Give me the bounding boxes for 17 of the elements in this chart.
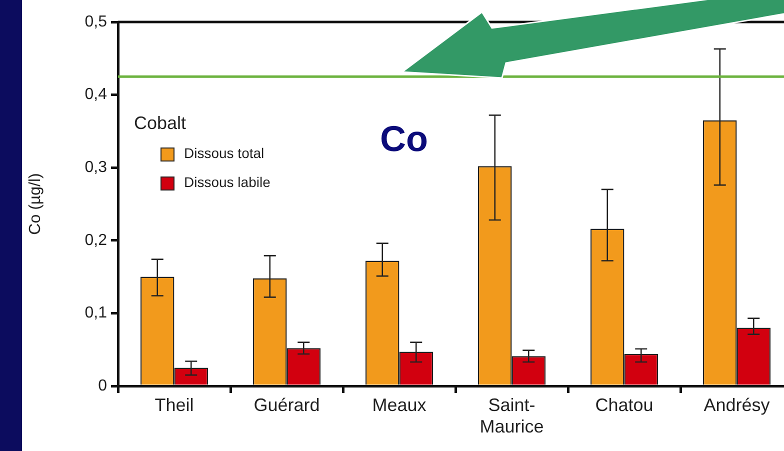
y-tick-label: 0,3 [84, 159, 108, 176]
y-tick-label: 0,1 [84, 304, 108, 322]
x-tick-label: Theil [154, 394, 194, 415]
legend-label: Dissous labile [184, 174, 271, 190]
y-axis-title: Co (µg/l) [27, 173, 44, 235]
x-tick-label: Saint-Maurice [480, 394, 544, 436]
x-tick-label: Chatou [595, 394, 654, 415]
x-tick-label: Andrésy [704, 394, 770, 415]
y-tick-label: 0,2 [84, 232, 108, 249]
annotation: Co [380, 118, 428, 160]
legend-label: Dissous total [184, 144, 264, 161]
y-tick-label: 0 [98, 377, 108, 394]
x-tick-label: Meaux [372, 394, 426, 415]
y-tick-label: 0,4 [84, 86, 108, 104]
x-tick-label: Guérard [254, 394, 320, 415]
y-tick-label: 0,5 [84, 13, 108, 30]
legend-title: Cobalt [134, 112, 186, 133]
